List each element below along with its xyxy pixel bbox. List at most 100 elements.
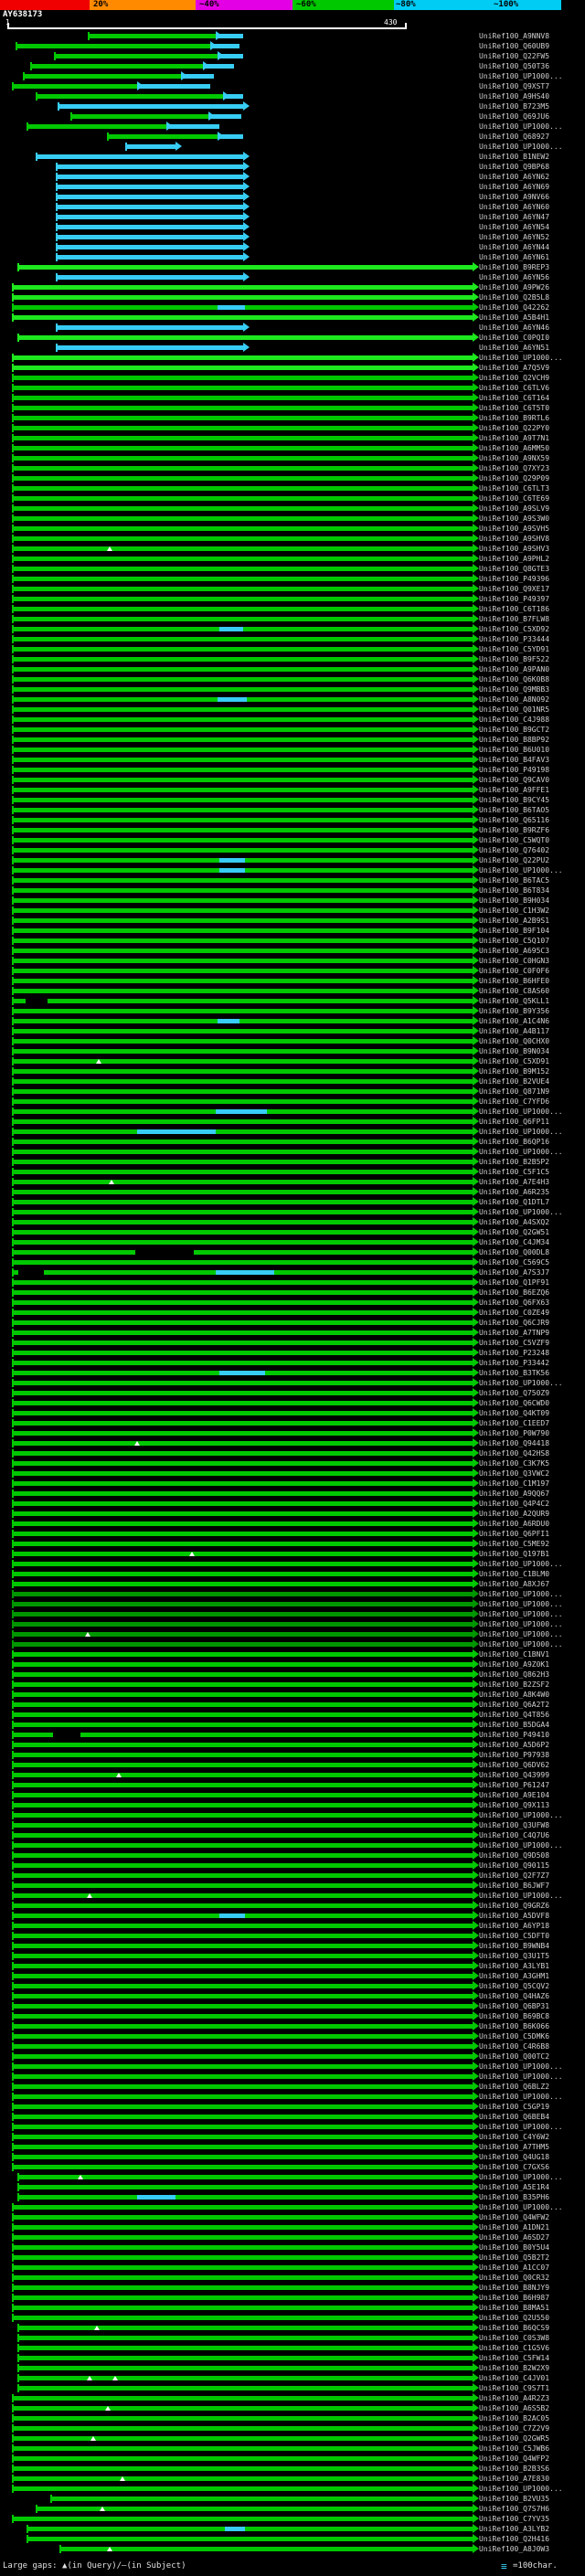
hit-label[interactable]: UniRef100_UP1000... — [479, 2093, 563, 2101]
hit-label[interactable]: UniRef100_A1C4N6 — [479, 1017, 550, 1025]
hit-bar[interactable] — [13, 2406, 473, 2411]
alignment-row[interactable]: UniRef100_A7E4H3 — [0, 1177, 585, 1187]
hit-label[interactable]: UniRef100_B8BP92 — [479, 736, 550, 744]
hit-label[interactable]: UniRef100_Q6FX63 — [479, 1299, 550, 1307]
hit-label[interactable]: UniRef100_A9SHV3 — [479, 545, 550, 553]
alignment-row[interactable]: UniRef100_C1G5V6 — [0, 2343, 585, 2353]
hit-bar[interactable] — [13, 1783, 473, 1787]
alignment-row[interactable]: UniRef100_B9REP3 — [0, 262, 585, 272]
hit-bar[interactable] — [13, 1582, 473, 1586]
hit-bar[interactable] — [13, 2456, 473, 2461]
alignment-row[interactable]: UniRef100_A3LYB1 — [0, 1961, 585, 1971]
hit-label[interactable]: UniRef100_A1CC07 — [479, 2263, 550, 2272]
hit-label[interactable]: UniRef100_P49396 — [479, 575, 550, 583]
alignment-row[interactable]: UniRef100_A5D6P2 — [0, 1740, 585, 1750]
hit-label[interactable]: UniRef100_Q750Z9 — [479, 1389, 550, 1397]
alignment-row[interactable]: UniRef100_C5WQT0 — [0, 835, 585, 845]
hit-label[interactable]: UniRef100_B9H034 — [479, 896, 550, 905]
hit-bar[interactable] — [13, 1330, 473, 1335]
alignment-row[interactable]: UniRef100_C4J988 — [0, 715, 585, 725]
alignment-row[interactable]: UniRef100_B9RTL6 — [0, 413, 585, 423]
hit-label[interactable]: UniRef100_Q22PY0 — [479, 424, 550, 432]
hit-bar[interactable] — [13, 1803, 473, 1807]
alignment-row[interactable]: UniRef100_A5E1R4 — [0, 2182, 585, 2192]
alignment-row[interactable]: UniRef100_B3TK56 — [0, 1368, 585, 1378]
alignment-row[interactable]: UniRef100_Q69JU6 — [0, 111, 585, 122]
hit-label[interactable]: UniRef100_A7E4H3 — [479, 1178, 550, 1186]
alignment-row[interactable]: UniRef100_Q65116 — [0, 815, 585, 825]
hit-bar[interactable] — [13, 979, 473, 983]
hit-bar[interactable] — [13, 456, 473, 461]
alignment-row[interactable]: UniRef100_C1EED7 — [0, 1418, 585, 1428]
hit-bar[interactable] — [13, 848, 473, 853]
hit-label[interactable]: UniRef100_P61247 — [479, 1781, 550, 1789]
hit-bar[interactable] — [13, 687, 473, 692]
alignment-row[interactable]: UniRef100_C5Q107 — [0, 936, 585, 946]
alignment-row[interactable]: UniRef100_Q2F7Z7 — [0, 1871, 585, 1881]
hit-bar[interactable] — [13, 717, 473, 722]
hit-bar[interactable] — [13, 1682, 473, 1687]
hit-bar[interactable] — [13, 2255, 473, 2260]
alignment-row[interactable]: UniRef100_C4JV01 — [0, 2373, 585, 2383]
hit-label[interactable]: UniRef100_A2QUR9 — [479, 1510, 550, 1518]
alignment-row[interactable]: UniRef100_A6YN54 — [0, 222, 585, 232]
hit-bar[interactable] — [13, 2155, 473, 2159]
hit-bar[interactable] — [13, 1150, 473, 1154]
hit-label[interactable]: UniRef100_C0F0F6 — [479, 967, 550, 975]
hit-bar[interactable] — [13, 557, 473, 561]
alignment-row[interactable]: UniRef100_Q22PU2 — [0, 855, 585, 865]
hit-label[interactable]: UniRef100_Q6A2T2 — [479, 1701, 550, 1709]
alignment-row[interactable]: UniRef100_Q7XY23 — [0, 463, 585, 473]
alignment-row[interactable]: UniRef100_B723M5 — [0, 101, 585, 111]
hit-label[interactable]: UniRef100_UP1000... — [479, 2123, 563, 2131]
alignment-row[interactable]: UniRef100_B9Y356 — [0, 1006, 585, 1016]
hit-label[interactable]: UniRef100_C1M197 — [479, 1479, 550, 1488]
hit-bar[interactable] — [13, 1532, 473, 1536]
hit-label[interactable]: UniRef100_Q6PFI1 — [479, 1530, 550, 1538]
alignment-row[interactable]: UniRef100_Q2GWR5 — [0, 2433, 585, 2443]
hit-label[interactable]: UniRef100_C5F1C5 — [479, 1168, 550, 1176]
alignment-row[interactable]: UniRef100_C5ME92 — [0, 1539, 585, 1549]
alignment-row[interactable]: UniRef100_A6YN69 — [0, 182, 585, 192]
hit-bar[interactable] — [60, 2547, 473, 2551]
hit-label[interactable]: UniRef100_A1DN21 — [479, 2223, 550, 2231]
alignment-row[interactable]: UniRef100_UP1000... — [0, 1147, 585, 1157]
hit-bar[interactable] — [13, 949, 473, 953]
hit-label[interactable]: UniRef100_A3GHM1 — [479, 1972, 550, 1980]
alignment-row[interactable]: UniRef100_Q5B2T2 — [0, 2253, 585, 2263]
alignment-row[interactable]: UniRef100_Q6CWD0 — [0, 1398, 585, 1408]
hit-label[interactable]: UniRef100_B69BC8 — [479, 2012, 550, 2020]
hit-bar[interactable] — [13, 1712, 473, 1717]
hit-bar[interactable] — [13, 2145, 473, 2149]
alignment-row[interactable]: UniRef100_C5VZF9 — [0, 1338, 585, 1348]
hit-bar[interactable] — [13, 2054, 473, 2059]
hit-label[interactable]: UniRef100_C7YV35 — [479, 2515, 550, 2523]
alignment-row[interactable]: UniRef100_B0Y5U4 — [0, 2242, 585, 2253]
hit-bar[interactable] — [108, 134, 218, 139]
hit-label[interactable]: UniRef100_Q6FP11 — [479, 1118, 550, 1126]
hit-label[interactable]: UniRef100_B6QCS9 — [479, 2324, 550, 2332]
alignment-row[interactable]: UniRef100_Q4T856 — [0, 1710, 585, 1720]
hit-bar[interactable] — [126, 144, 176, 149]
hit-bar[interactable] — [13, 1471, 473, 1476]
hit-label[interactable]: UniRef100_Q29P09 — [479, 474, 550, 482]
hit-label[interactable]: UniRef100_B6JWF7 — [479, 1882, 550, 1890]
alignment-row[interactable]: UniRef100_A6YN62 — [0, 172, 585, 182]
alignment-row[interactable]: UniRef100_Q29P09 — [0, 473, 585, 483]
hit-label[interactable]: UniRef100_Q3UFW8 — [479, 1821, 550, 1829]
hit-label[interactable]: UniRef100_Q6BLZ2 — [479, 2083, 550, 2091]
hit-label[interactable]: UniRef100_Q862H3 — [479, 1670, 550, 1679]
alignment-row[interactable]: UniRef100_Q9XE17 — [0, 584, 585, 594]
hit-bar[interactable] — [13, 1501, 473, 1506]
hit-label[interactable]: UniRef100_UP1000... — [479, 122, 563, 131]
hit-bar[interactable] — [37, 154, 243, 159]
alignment-row[interactable]: UniRef100_Q1DTL7 — [0, 1197, 585, 1207]
alignment-row[interactable]: UniRef100_P61247 — [0, 1780, 585, 1790]
alignment-row[interactable]: UniRef100_B7FLW8 — [0, 614, 585, 624]
alignment-row[interactable]: UniRef100_B2VU35 — [0, 2494, 585, 2504]
alignment-row[interactable]: UniRef100_A6YN47 — [0, 212, 585, 222]
alignment-row[interactable]: UniRef100_A9S3W0 — [0, 514, 585, 524]
hit-bar[interactable] — [13, 1250, 473, 1255]
alignment-row[interactable]: UniRef100_Q42HS8 — [0, 1448, 585, 1458]
hit-label[interactable]: UniRef100_A6YN52 — [479, 233, 550, 241]
